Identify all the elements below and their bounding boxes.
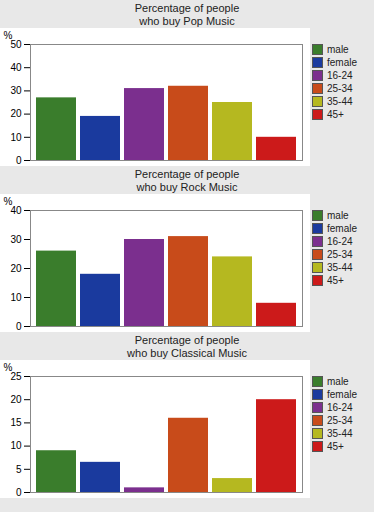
svg-text:10: 10 [10, 292, 22, 303]
svg-text:5: 5 [16, 464, 22, 475]
html-text:16-24: 16-24 [327, 236, 353, 247]
svg-text:0: 0 [16, 155, 22, 166]
html-text:45+: 45+ [327, 109, 344, 120]
svg-text:%: % [4, 30, 13, 41]
html-text:Percentage of people who buy P: Percentage of people who buy Pop Music [134, 2, 240, 27]
html-text:male: male [327, 376, 349, 387]
svg-text:10: 10 [10, 132, 22, 143]
svg-text:40: 40 [10, 204, 22, 216]
svg-text:%: % [4, 196, 13, 207]
svg-text:40: 40 [10, 62, 22, 73]
html-text:25-34: 25-34 [327, 415, 353, 426]
html-text:male: male [327, 210, 349, 221]
html-text:25-34: 25-34 [327, 249, 353, 260]
html-text:16-24: 16-24 [327, 402, 353, 413]
svg-text:20: 20 [10, 394, 22, 405]
html-text:16-24: 16-24 [327, 70, 353, 81]
svg-text:30: 30 [10, 85, 22, 96]
html-text:female: female [327, 57, 357, 68]
html-text:45+: 45+ [327, 441, 344, 452]
html-text:45+: 45+ [327, 275, 344, 286]
html-text:Percentage of people who buy R: Percentage of people who buy Rock Music [134, 168, 240, 193]
html-text:female: female [327, 389, 357, 400]
svg-text:25: 25 [10, 370, 22, 382]
svg-text:%: % [4, 362, 13, 373]
svg-text:0: 0 [16, 487, 22, 498]
html-text:Percentage of people who buy C: Percentage of people who buy Classical M… [127, 334, 247, 359]
svg-text:20: 20 [10, 108, 22, 119]
html-text:35-44: 35-44 [327, 428, 353, 439]
html-text:35-44: 35-44 [327, 96, 353, 107]
svg-text:15: 15 [10, 417, 22, 428]
svg-text:10: 10 [10, 440, 22, 451]
svg-text:20: 20 [10, 263, 22, 274]
html-text:male: male [327, 44, 349, 55]
svg-text:50: 50 [10, 38, 22, 50]
html-text:25-34: 25-34 [327, 83, 353, 94]
html-text:female: female [327, 223, 357, 234]
html-text:35-44: 35-44 [327, 262, 353, 273]
svg-text:30: 30 [10, 234, 22, 245]
svg-text:0: 0 [16, 321, 22, 332]
